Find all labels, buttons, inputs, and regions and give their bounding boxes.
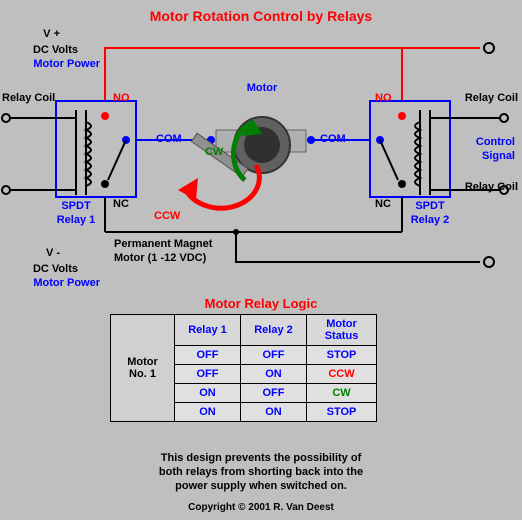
wire-vplus — [105, 48, 480, 101]
copyright: Copyright © 2001 R. Van Deest — [0, 502, 522, 513]
label-dcvolts-bot: DC Volts — [0, 263, 78, 275]
label-relaycoil-r1: Relay Coil — [448, 92, 518, 104]
label-com-2: COM — [320, 133, 346, 145]
label-vplus: V + — [0, 28, 60, 40]
cell-status: CW — [307, 384, 377, 403]
label-spdt1a: SPDT — [46, 200, 106, 212]
cell-r1: ON — [175, 403, 241, 422]
th-r2: Relay 2 — [241, 315, 307, 346]
relay2-arm — [380, 140, 398, 180]
label-spdt2b: Relay 2 — [400, 214, 460, 226]
label-relaycoil-l: Relay Coil — [2, 92, 55, 104]
cell-r2: OFF — [241, 384, 307, 403]
cell-r1: OFF — [175, 365, 241, 384]
relay1-coil — [56, 110, 91, 195]
label-com-1: COM — [156, 133, 182, 145]
relay1-coil-term-top — [2, 114, 10, 122]
relay1-no-dot — [101, 112, 109, 120]
relay2-coil — [415, 110, 450, 195]
ccw-arrow — [178, 165, 259, 208]
label-dcvolts-top: DC Volts — [0, 44, 78, 56]
relay2-no-dot — [398, 112, 406, 120]
terminal-vplus — [484, 43, 494, 53]
label-spdt1b: Relay 1 — [46, 214, 106, 226]
label-control2: Signal — [455, 150, 515, 162]
relay2-coil-term-top — [500, 114, 508, 122]
table-title: Motor Relay Logic — [0, 296, 522, 311]
terminal-vminus — [484, 257, 494, 267]
label-motorpower-top: Motor Power — [0, 58, 100, 70]
label-pm1: Permanent Magnet — [114, 238, 212, 250]
footnote-2: both relays from shorting back into the — [0, 466, 522, 478]
logic-table-container: Motor No. 1 Relay 1 Relay 2 Motor Status… — [110, 314, 377, 422]
cell-r1: ON — [175, 384, 241, 403]
label-vminus: V - — [0, 247, 60, 259]
relay2-motor-term — [307, 136, 315, 144]
cell-r2: OFF — [241, 346, 307, 365]
relay1-coil-term-bot — [2, 186, 10, 194]
cell-status: CCW — [307, 365, 377, 384]
label-control1: Control — [455, 136, 515, 148]
label-no-2: NO — [375, 92, 392, 104]
label-no-1: NO — [113, 92, 130, 104]
label-relaycoil-r2: Relay Coil — [448, 181, 518, 193]
label-pm2: Motor (1 -12 VDC) — [114, 252, 206, 264]
ground-junction — [233, 229, 239, 235]
wire-vminus — [236, 232, 480, 262]
cell-r2: ON — [241, 403, 307, 422]
relay2-nc-dot — [398, 180, 406, 188]
cell-status: STOP — [307, 346, 377, 365]
schematic-diagram — [0, 0, 522, 300]
footnote-3: power supply when switched on. — [0, 480, 522, 492]
label-ccw: CCW — [154, 210, 180, 222]
logic-table: Motor No. 1 Relay 1 Relay 2 Motor Status… — [110, 314, 377, 422]
label-cw: CW — [205, 146, 223, 158]
relay1-nc-dot — [101, 180, 109, 188]
relay1-box — [56, 101, 136, 197]
label-motor: Motor — [232, 82, 292, 94]
label-motorpower-bot: Motor Power — [0, 277, 100, 289]
label-nc-2: NC — [375, 198, 391, 210]
label-spdt2a: SPDT — [400, 200, 460, 212]
th-r1: Relay 1 — [175, 315, 241, 346]
label-nc-1: NC — [113, 198, 129, 210]
cell-status: STOP — [307, 403, 377, 422]
footnote-1: This design prevents the possibility of — [0, 452, 522, 464]
relay1-arm — [108, 140, 126, 180]
cell-r1: OFF — [175, 346, 241, 365]
th-status: Motor Status — [307, 315, 377, 346]
cell-r2: ON — [241, 365, 307, 384]
th-motorno: Motor No. 1 — [111, 315, 175, 422]
relay2-box — [370, 101, 450, 197]
